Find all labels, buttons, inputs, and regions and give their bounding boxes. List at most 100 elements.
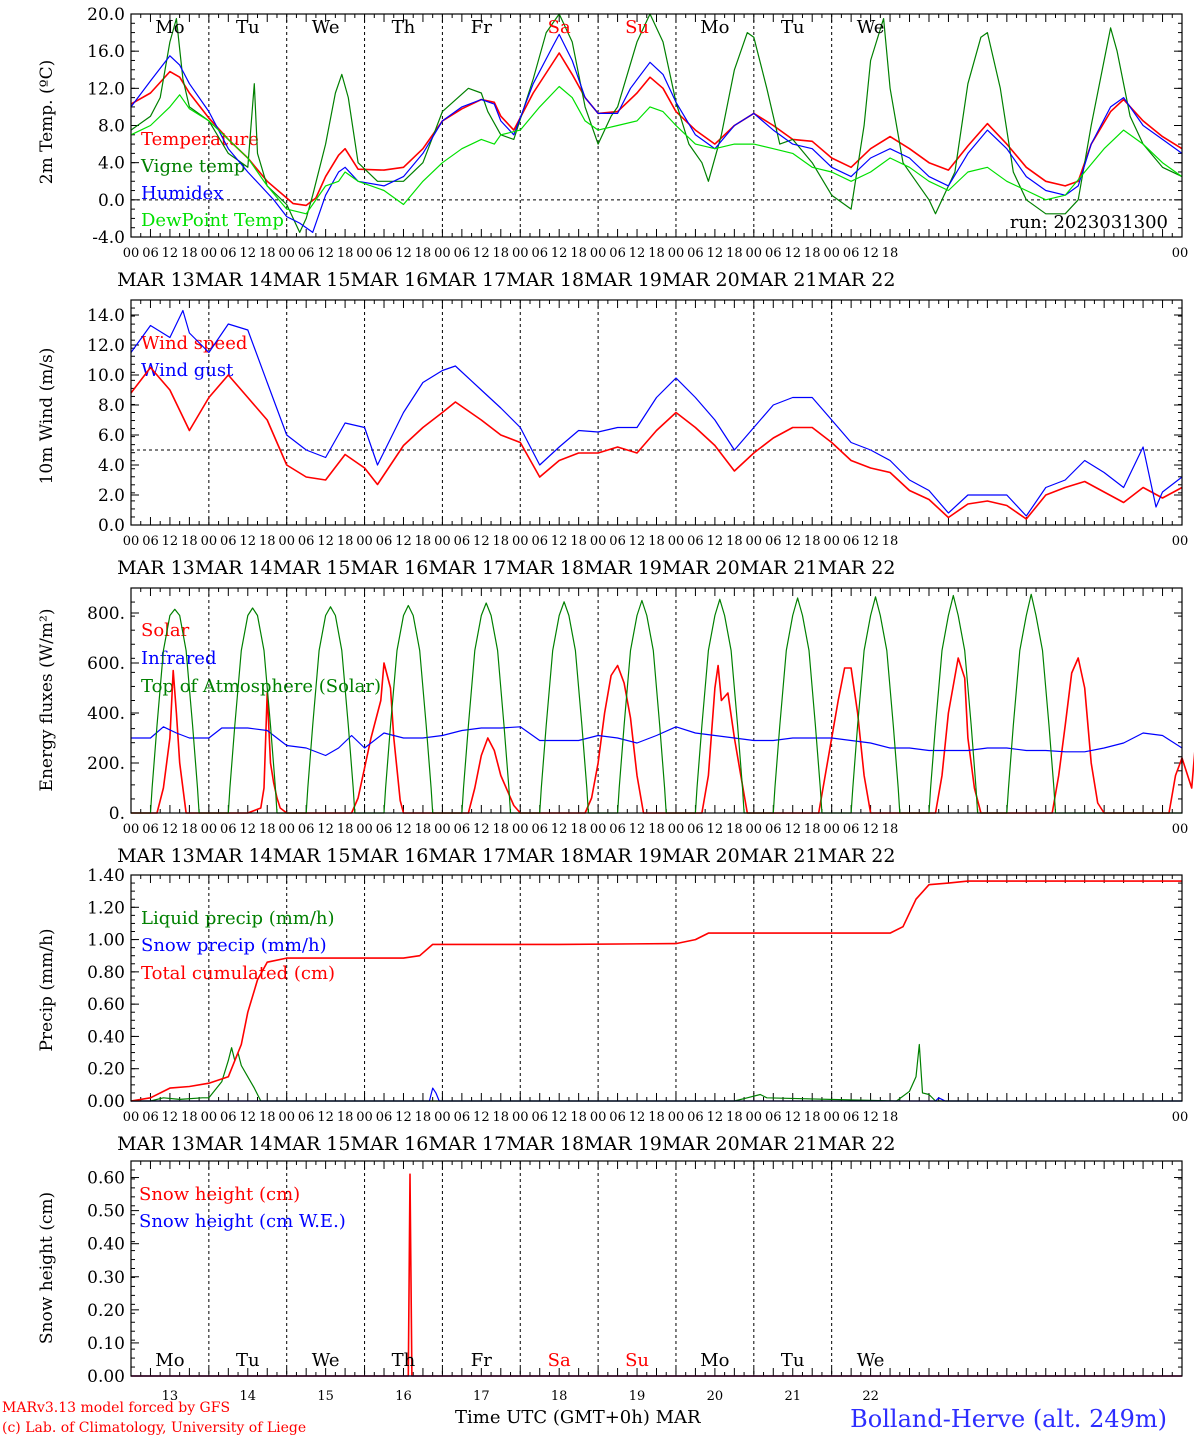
energy-series-infrared [131,726,1183,757]
wind-hour-label: 18 [337,534,354,549]
precip-date-label: MAR 22 [818,1133,896,1155]
precip-hour-label: 00 [278,1110,295,1125]
temp-hour-label: 06 [142,246,159,261]
weekday-label: We [857,17,885,38]
energy-hour-label: 12 [473,822,490,837]
wind-hour-label: 18 [259,534,276,549]
precip-y-tick-label: 1.00 [87,931,125,951]
precip-hour-label: 00 [201,1110,218,1125]
wind-date-label: MAR 13 [117,557,195,579]
energy-hour-label: 12 [317,822,334,837]
precip-legend-snow: Snow precip (mm/h) [141,935,327,956]
temp-y-tick-label: 4.0 [98,154,125,174]
precip-y-tick-label: 0.80 [87,963,125,983]
wind-hour-label: 00 [746,534,763,549]
station-label: Bolland-Herve (alt. 249m) [850,1405,1167,1433]
energy-hour-label: 06 [531,822,548,837]
energy-hour-label: 00 [823,822,840,837]
temp-legend-temperature: Temperature [141,129,259,150]
credits: MARv3.13 model forced by GFS (c) Lab. of… [2,1398,306,1438]
weekday-label: Fr [471,17,492,38]
precip-y-tick-label: 1.20 [87,898,125,918]
precip-hour-label: 12 [240,1110,257,1125]
wind-hour-label: 00 [434,534,451,549]
wind-date-label: MAR 22 [818,557,896,579]
wind-legend-speed: Wind speed [141,333,247,354]
wind-hour-label: 06 [298,534,315,549]
temp-hour-label: 00 [356,246,373,261]
snow-y-tick-label: 0.20 [87,1301,125,1321]
wind-hour-label: 18 [648,534,665,549]
energy-y-tick-label: 200. [87,754,125,774]
precip-date-label: MAR 15 [273,1133,351,1155]
temp-series-humidex [130,33,1183,233]
wind-y-tick-label: 14.0 [87,306,125,326]
precip-y-axis-label: Precip (mm/h) [37,928,57,1051]
wind-date-label: MAR 17 [428,557,506,579]
temp-hour-label: 00 [201,246,218,261]
precip-hour-label: 06 [609,1110,626,1125]
wind-hour-label: 18 [415,534,432,549]
energy-hour-label: 18 [570,822,587,837]
wind-hour-label: 00 [1172,534,1189,549]
precip-date-label: MAR 13 [117,1133,195,1155]
precip-y-tick-label: 0.00 [87,1092,125,1112]
precip-hour-label: 00 [356,1110,373,1125]
temp-hour-label: 12 [629,246,646,261]
temp-date-label: MAR 15 [273,269,351,291]
day-number-label: 15 [317,1389,334,1404]
wind-hour-label: 06 [687,534,704,549]
wind-panel: 10m Wind (m/s) Wind speed Wind gust [37,333,247,484]
wind-series-wind-speed [130,366,1183,520]
energy-date-label: MAR 19 [584,845,662,867]
energy-hour-label: 00 [746,822,763,837]
precip-hour-label: 12 [395,1110,412,1125]
wind-y-tick-label: 10.0 [87,366,125,386]
energy-date-label: MAR 16 [351,845,429,867]
energy-date-label: MAR 15 [273,845,351,867]
run-label: run: 2023031300 [1010,212,1168,233]
wind-hour-label: 12 [162,534,179,549]
wind-hour-label: 06 [376,534,393,549]
wind-hour-label: 12 [707,534,724,549]
wind-hour-label: 06 [220,534,237,549]
weekday-label: Tu [781,1350,805,1371]
temp-hour-label: 18 [804,246,821,261]
weekday-label: Fr [471,1350,492,1371]
day-number-label: 13 [162,1389,179,1404]
weekday-label: Mo [155,17,184,38]
wind-date-label: MAR 18 [506,557,584,579]
energy-hour-label: 18 [804,822,821,837]
precip-hour-label: 12 [707,1110,724,1125]
precip-panel: Precip (mm/h) Liquid precip (mm/h) Snow … [37,908,335,1052]
energy-hour-label: 06 [142,822,159,837]
snow-y-tick-label: 0.40 [87,1235,125,1255]
wind-date-label: MAR 14 [195,557,273,579]
day-number-label: 16 [395,1389,412,1404]
temp-hour-label: 06 [765,246,782,261]
wind-hour-label: 12 [551,534,568,549]
precip-hour-label: 12 [862,1110,879,1125]
temp-series-dewpoint-temp [130,85,1183,215]
snow-plot-area: 0.00 0.10 0.20 0.30 0.40 0.50 0.60 Mo Tu We Th Fr Sa… [87,1160,1183,1404]
wind-date-label: MAR 16 [351,557,429,579]
precip-hour-label: 06 [142,1110,159,1125]
snow-frame [130,1160,1183,1377]
temp-hour-label: 06 [376,246,393,261]
wind-hour-label: 18 [181,534,198,549]
wind-hour-label: 00 [590,534,607,549]
wind-hour-label: 06 [843,534,860,549]
precip-hour-label: 18 [570,1110,587,1125]
energy-y-tick-label: 400. [87,704,125,724]
energy-hour-label: 12 [784,822,801,837]
wind-hour-label: 18 [726,534,743,549]
temp-hour-label: 00 [823,246,840,261]
wind-hour-label: 12 [862,534,879,549]
temp-hour-label: 12 [395,246,412,261]
wind-hour-label: 00 [512,534,529,549]
energy-y-axis-label: Energy fluxes (W/m²) [37,609,57,792]
precip-y-tick-label: 0.40 [87,1027,125,1047]
precip-series-liquid-precip-mm-h [131,1043,1182,1102]
wind-hour-label: 12 [395,534,412,549]
